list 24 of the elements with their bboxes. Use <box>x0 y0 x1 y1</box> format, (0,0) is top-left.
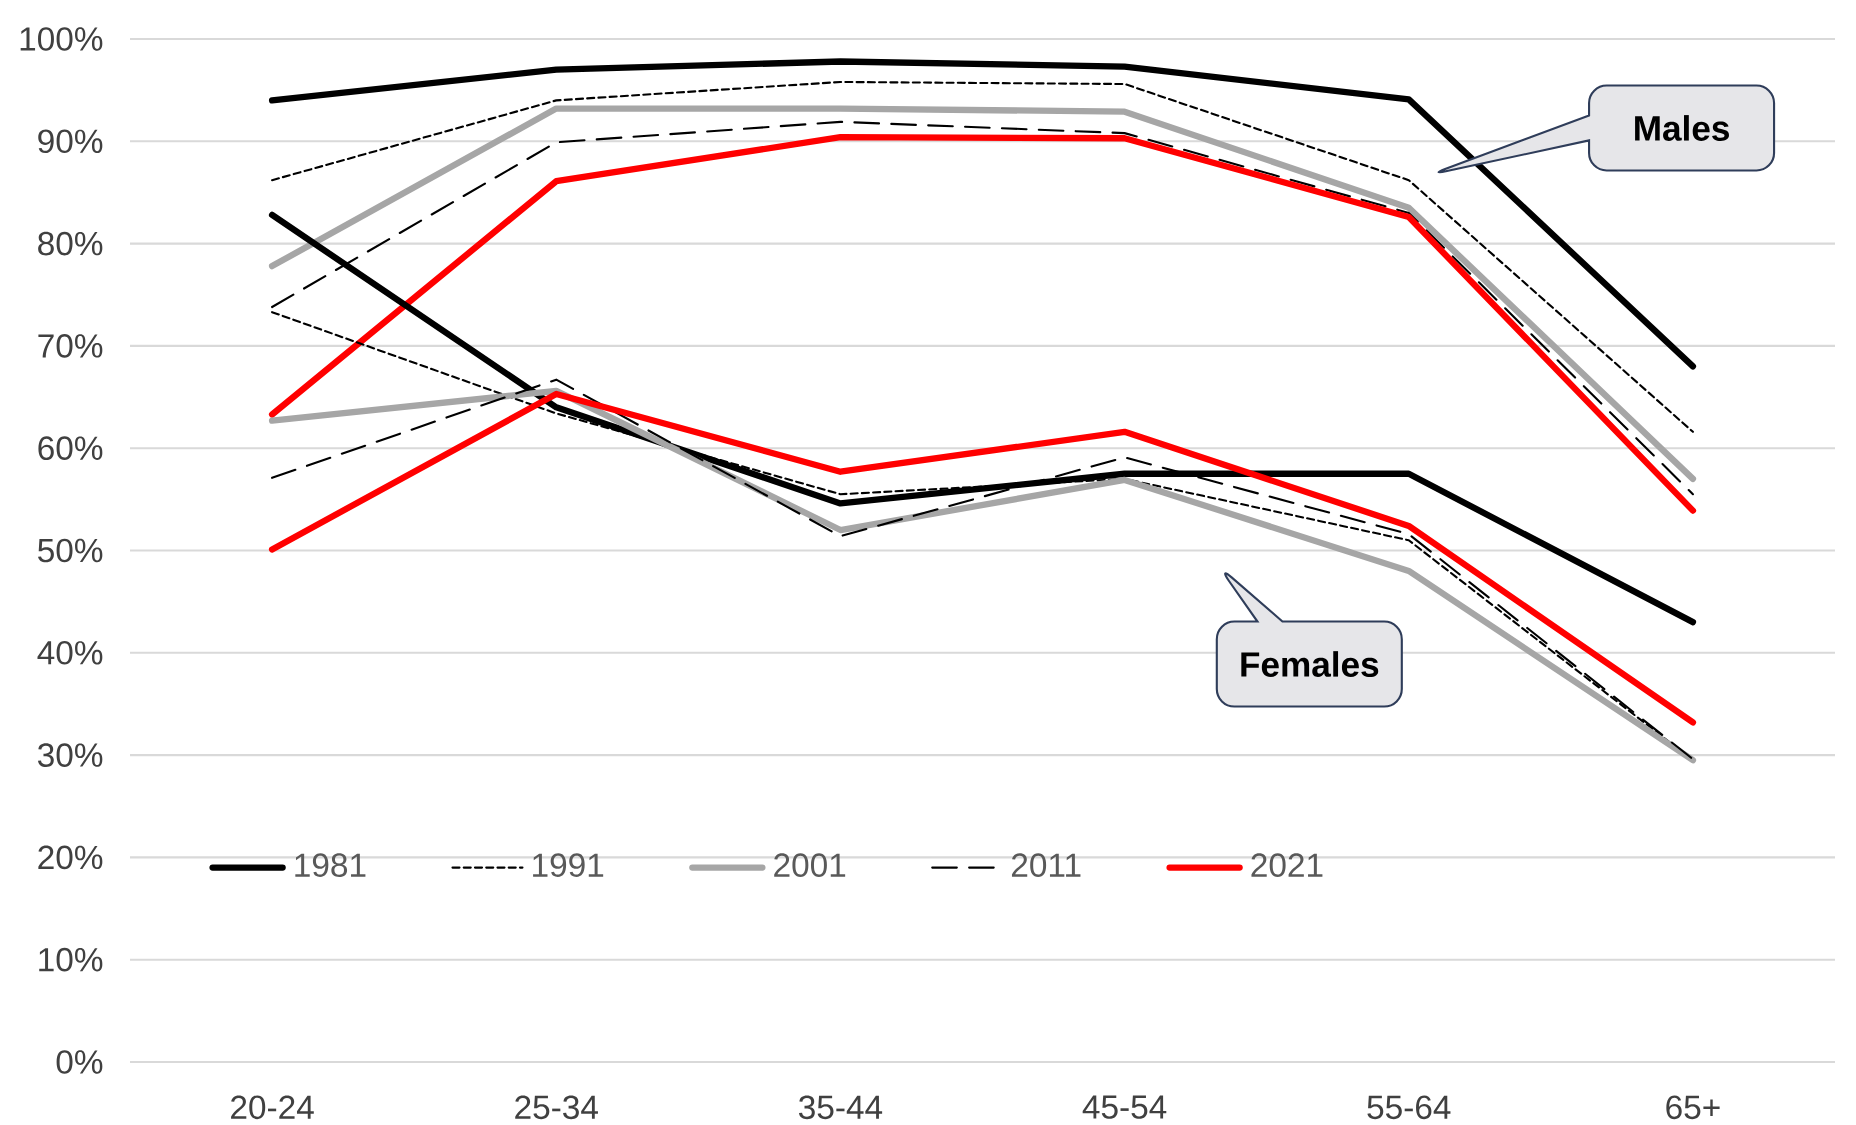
y-tick-label: 0% <box>56 1050 103 1074</box>
legend-label: 2021 <box>1251 853 1323 877</box>
y-tick-label: 70% <box>38 334 103 358</box>
annotation: Females <box>1241 651 1379 677</box>
legend-label: 2001 <box>774 853 846 877</box>
x-tick-label: 35-44 <box>799 1095 883 1120</box>
legend-label: 2011 <box>1011 853 1081 877</box>
x-tick-label: 20-24 <box>231 1095 314 1120</box>
y-tick-label: 20% <box>38 845 103 870</box>
y-tick-label: 90% <box>38 129 103 154</box>
y-tick-label: 30% <box>37 743 103 767</box>
x-tick-label: 45-54 <box>1082 1095 1167 1119</box>
x-tick-label: 25-34 <box>515 1095 598 1120</box>
legend-label: 1991 <box>533 853 604 877</box>
x-tick-label: 65+ <box>1666 1095 1720 1120</box>
y-tick-label: 80% <box>38 231 103 256</box>
annotation: Males <box>1635 115 1729 141</box>
y-tick-label: 40% <box>37 640 103 665</box>
y-tick-label: 50% <box>38 538 103 563</box>
x-tick-label: 55-64 <box>1367 1095 1451 1120</box>
y-tick-label: 100% <box>20 27 103 51</box>
y-tick-label: 60% <box>38 436 103 461</box>
y-tick-label: 10% <box>39 947 103 972</box>
legend-label: 1981 <box>295 853 366 877</box>
